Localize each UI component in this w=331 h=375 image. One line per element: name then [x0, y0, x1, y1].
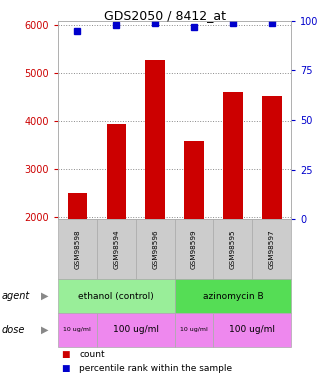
Text: GSM98594: GSM98594: [113, 230, 119, 269]
Text: ethanol (control): ethanol (control): [78, 292, 154, 301]
Text: 100 ug/ml: 100 ug/ml: [229, 326, 275, 334]
Text: 100 ug/ml: 100 ug/ml: [113, 326, 159, 334]
Text: GSM98598: GSM98598: [74, 230, 80, 269]
Text: 10 ug/ml: 10 ug/ml: [180, 327, 208, 333]
Bar: [184, 141, 204, 219]
Text: count: count: [79, 350, 105, 359]
Text: azinomycin B: azinomycin B: [203, 292, 263, 301]
Text: GSM98597: GSM98597: [269, 230, 275, 269]
Bar: [262, 96, 282, 219]
Bar: [223, 92, 243, 219]
Text: GDS2050 / 8412_at: GDS2050 / 8412_at: [105, 9, 226, 22]
Bar: [145, 60, 165, 219]
Text: ■: ■: [61, 364, 70, 373]
Text: ▶: ▶: [41, 325, 48, 335]
Text: ■: ■: [61, 350, 70, 359]
Bar: [68, 193, 87, 219]
Text: percentile rank within the sample: percentile rank within the sample: [79, 364, 233, 373]
Text: agent: agent: [2, 291, 30, 301]
Text: ▶: ▶: [41, 291, 48, 301]
Text: GSM98595: GSM98595: [230, 230, 236, 269]
Text: GSM98599: GSM98599: [191, 230, 197, 269]
Bar: [107, 124, 126, 219]
Text: GSM98596: GSM98596: [152, 230, 158, 269]
Text: 10 ug/ml: 10 ug/ml: [64, 327, 91, 333]
Text: dose: dose: [2, 325, 25, 335]
